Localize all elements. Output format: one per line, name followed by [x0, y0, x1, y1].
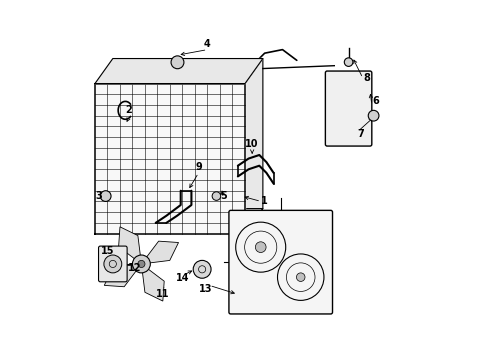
Text: 11: 11	[156, 289, 170, 299]
Polygon shape	[104, 264, 142, 287]
Circle shape	[296, 273, 305, 282]
Text: 14: 14	[176, 273, 189, 283]
Circle shape	[368, 111, 379, 121]
Text: 2: 2	[125, 105, 132, 115]
Polygon shape	[142, 241, 178, 264]
Polygon shape	[119, 227, 142, 264]
Text: 12: 12	[127, 262, 141, 273]
Text: 15: 15	[101, 247, 114, 256]
Circle shape	[344, 58, 353, 66]
Circle shape	[104, 255, 122, 273]
Circle shape	[255, 242, 266, 252]
Polygon shape	[95, 59, 263, 84]
FancyBboxPatch shape	[325, 71, 372, 146]
Text: 7: 7	[358, 129, 365, 139]
Text: 13: 13	[199, 284, 213, 294]
Text: 5: 5	[220, 191, 227, 201]
Text: 4: 4	[204, 39, 211, 49]
Text: 6: 6	[372, 96, 379, 107]
Circle shape	[132, 255, 150, 273]
Circle shape	[138, 260, 145, 267]
Text: 9: 9	[195, 162, 202, 172]
Text: 10: 10	[245, 139, 259, 149]
Circle shape	[100, 191, 111, 202]
FancyBboxPatch shape	[98, 246, 127, 282]
Circle shape	[193, 260, 211, 278]
Circle shape	[212, 192, 220, 201]
Polygon shape	[245, 59, 263, 234]
FancyBboxPatch shape	[229, 210, 333, 314]
Circle shape	[171, 56, 184, 69]
Polygon shape	[142, 264, 164, 301]
Polygon shape	[95, 84, 245, 234]
Text: 1: 1	[261, 197, 268, 206]
Polygon shape	[95, 208, 263, 234]
Text: 8: 8	[363, 73, 370, 83]
Text: 3: 3	[95, 191, 102, 201]
